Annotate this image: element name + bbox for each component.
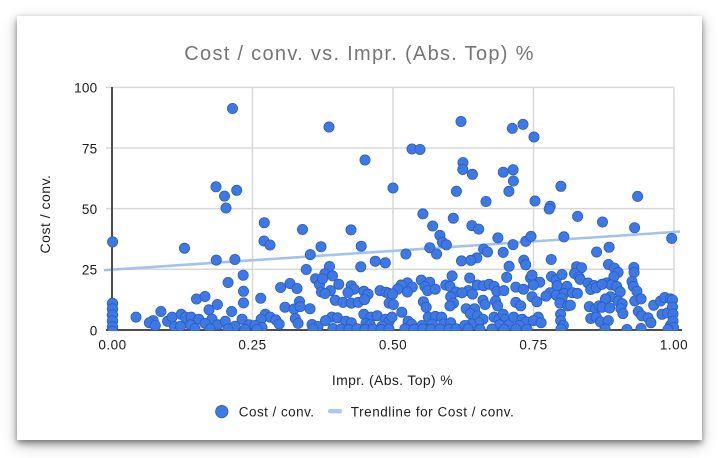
- svg-text:1.00: 1.00: [660, 337, 688, 352]
- svg-text:50: 50: [82, 202, 98, 217]
- svg-text:Cost / conv.: Cost / conv.: [37, 175, 53, 254]
- svg-text:0.50: 0.50: [379, 337, 407, 352]
- svg-text:25: 25: [82, 263, 98, 278]
- svg-text:0.00: 0.00: [98, 337, 126, 352]
- svg-text:0: 0: [90, 323, 98, 338]
- svg-text:75: 75: [82, 141, 98, 156]
- svg-text:0.75: 0.75: [519, 337, 547, 352]
- svg-text:Trendline for Cost / conv.: Trendline for Cost / conv.: [351, 404, 515, 419]
- svg-text:Cost / conv. vs. Impr. (Abs. T: Cost / conv. vs. Impr. (Abs. Top) %: [184, 43, 534, 65]
- svg-text:Impr. (Abs. Top) %: Impr. (Abs. Top) %: [332, 372, 453, 388]
- svg-text:Cost / conv.: Cost / conv.: [239, 404, 315, 419]
- svg-text:100: 100: [74, 81, 97, 96]
- svg-text:0.25: 0.25: [238, 337, 266, 352]
